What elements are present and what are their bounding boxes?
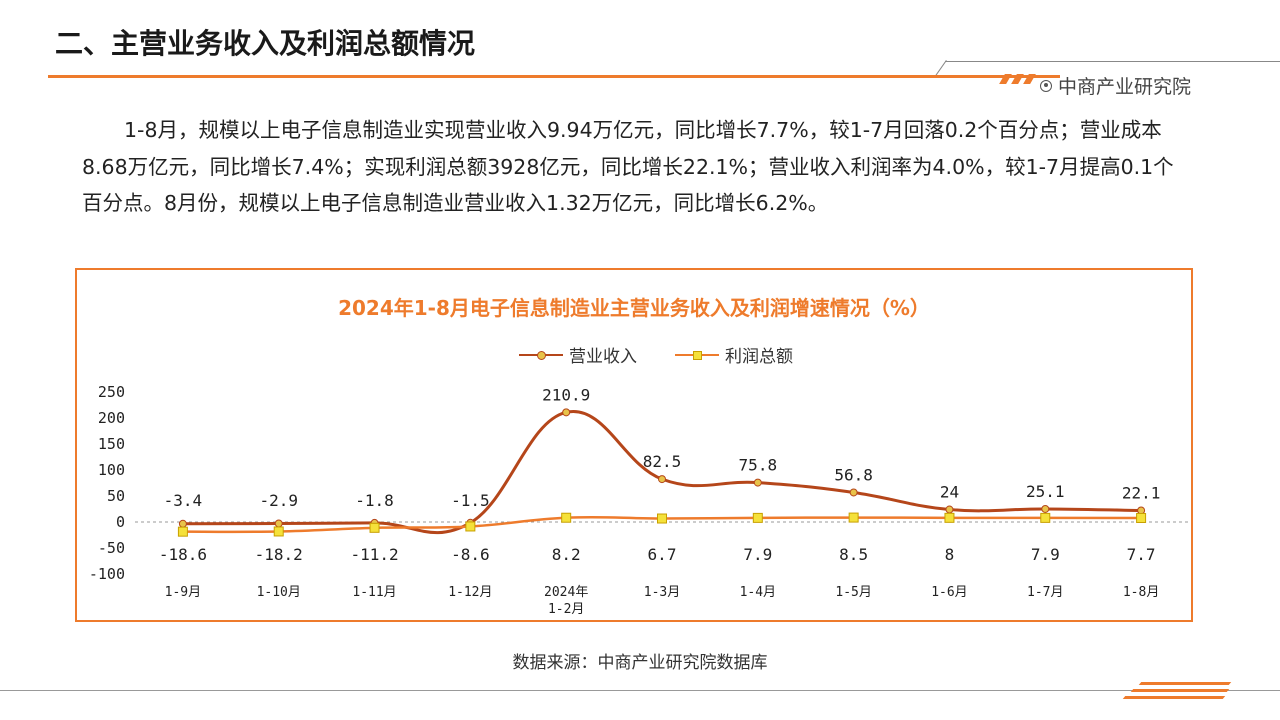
profit-data-label: -8.6 xyxy=(451,545,490,564)
revenue-data-label: 75.8 xyxy=(739,456,778,475)
profit-point xyxy=(561,512,572,523)
x-tick-label: 1-5月 xyxy=(835,585,871,600)
x-tick-label: 1-8月 xyxy=(1123,585,1159,600)
page-title: 二、主营业务收入及利润总额情况 xyxy=(55,27,476,60)
legend-item-profit: 利润总额 xyxy=(675,342,793,367)
y-tick-label: 0 xyxy=(116,513,125,531)
x-tick-label: 1-4月 xyxy=(740,585,776,600)
profit-data-label: -18.2 xyxy=(255,545,303,564)
profit-point xyxy=(1040,512,1051,523)
legend-swatch-revenue xyxy=(519,349,563,361)
revenue-data-label: -1.5 xyxy=(451,491,490,510)
profit-data-label: 7.9 xyxy=(743,545,772,564)
data-source: 数据来源：中商产业研究院数据库 xyxy=(512,653,768,673)
x-tick-label: 2024年 xyxy=(544,585,588,600)
chart-legend: 营业收入 利润总额 xyxy=(519,342,793,367)
line-chart: 250 200 150 100 50 0 -50 -100 1-9月 1-10月 1-11月 1-12… xyxy=(89,383,1189,617)
legend-item-revenue: 营业收入 xyxy=(519,342,637,367)
header-accent-bar xyxy=(48,75,1060,78)
x-tick-label: 1-7月 xyxy=(1027,585,1063,600)
profit-point xyxy=(944,512,955,523)
profit-point xyxy=(657,513,667,524)
x-tick-label: 1-2月 xyxy=(548,602,584,617)
y-tick-label: -50 xyxy=(98,539,125,557)
x-tick-label: 1-9月 xyxy=(165,585,201,600)
profit-data-label: 7.9 xyxy=(1031,545,1060,564)
revenue-line xyxy=(182,410,1142,535)
y-tick-label: 150 xyxy=(98,435,125,453)
brand: 中商产业研究院 xyxy=(1040,72,1191,99)
revenue-data-label: 82.5 xyxy=(643,452,682,471)
profit-point xyxy=(752,512,763,523)
profit-point xyxy=(1136,512,1147,523)
revenue-point xyxy=(753,478,762,487)
profit-point xyxy=(273,526,284,537)
x-tick-label: 1-6月 xyxy=(931,585,967,600)
revenue-data-label: 210.9 xyxy=(542,385,590,404)
profit-data-label: -11.2 xyxy=(350,545,398,564)
revenue-point xyxy=(1041,504,1050,513)
revenue-point xyxy=(658,475,666,484)
brand-name: 中商产业研究院 xyxy=(1058,76,1192,98)
y-tick-label: 250 xyxy=(98,383,125,401)
revenue-data-label: 22.1 xyxy=(1122,484,1161,503)
revenue-point xyxy=(1137,506,1146,515)
revenue-data-label: 56.8 xyxy=(834,465,873,484)
legend-label-revenue: 营业收入 xyxy=(569,347,637,367)
x-tick-label: 1-3月 xyxy=(644,585,680,600)
x-tick-label: 1-11月 xyxy=(352,585,396,600)
profit-point xyxy=(848,512,859,523)
brand-circle-icon xyxy=(1040,79,1052,92)
revenue-point xyxy=(178,519,187,528)
y-tick-label: 50 xyxy=(107,487,125,505)
y-tick-label: 100 xyxy=(98,461,125,479)
revenue-point xyxy=(562,408,571,417)
revenue-data-label: 24 xyxy=(940,483,959,502)
header-divider xyxy=(945,61,1280,62)
y-tick-label: -100 xyxy=(89,565,125,583)
profit-point xyxy=(177,526,188,537)
chart-frame: 2024年1-8月电子信息制造业主营业务收入及利润增速情况（%） 营业收入 利润… xyxy=(75,268,1193,622)
x-tick-label: 1-10月 xyxy=(257,585,301,600)
revenue-point xyxy=(274,519,283,528)
profit-data-label: 8.5 xyxy=(839,545,868,564)
footer-divider xyxy=(0,690,1280,691)
revenue-data-label: -1.8 xyxy=(355,491,394,510)
y-tick-label: 200 xyxy=(98,409,125,427)
profit-point xyxy=(369,522,380,533)
profit-data-label: -18.6 xyxy=(159,545,207,564)
footer-stripes-decoration xyxy=(1120,680,1240,702)
profit-point xyxy=(465,521,476,532)
profit-data-label: 6.7 xyxy=(648,545,677,564)
profit-data-label: 8 xyxy=(945,545,955,564)
header-stripes-decoration xyxy=(999,74,1040,84)
revenue-data-label: 25.1 xyxy=(1026,482,1065,501)
revenue-data-label: -3.4 xyxy=(164,491,203,510)
legend-label-profit: 利润总额 xyxy=(725,347,793,367)
x-tick-label: 1-12月 xyxy=(448,585,492,600)
chart-title: 2024年1-8月电子信息制造业主营业务收入及利润增速情况（%） xyxy=(338,296,930,320)
revenue-point xyxy=(849,488,858,497)
legend-swatch-profit xyxy=(675,349,719,361)
profit-data-label: 8.2 xyxy=(552,545,581,564)
summary-paragraph: 1-8月，规模以上电子信息制造业实现营业收入9.94万亿元，同比增长7.7%，较… xyxy=(82,118,1174,215)
revenue-data-label: -2.9 xyxy=(259,491,298,510)
revenue-point xyxy=(945,505,954,514)
profit-data-label: 7.7 xyxy=(1127,545,1156,564)
